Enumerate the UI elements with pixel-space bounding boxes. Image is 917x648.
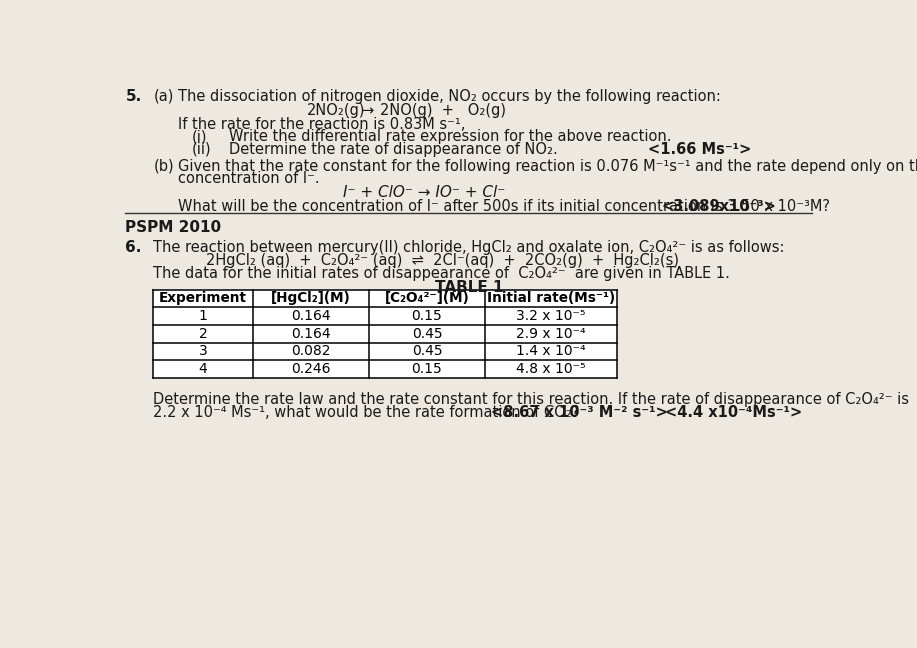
Text: [C₂O₄²⁻](M): [C₂O₄²⁻](M)	[384, 292, 470, 305]
Text: 2: 2	[199, 327, 207, 341]
Text: 2NO₂(g): 2NO₂(g)	[307, 103, 365, 118]
Text: 6.: 6.	[126, 240, 142, 255]
Text: Given that the rate constant for the following reaction is 0.076 M⁻¹s⁻¹ and the : Given that the rate constant for the fol…	[178, 159, 917, 174]
Text: 3: 3	[199, 345, 207, 358]
Text: (ii): (ii)	[193, 142, 212, 157]
Text: 2NO(g)  +   O₂(g): 2NO(g) + O₂(g)	[380, 103, 505, 118]
Text: The dissociation of nitrogen dioxide, NO₂ occurs by the following reaction:: The dissociation of nitrogen dioxide, NO…	[178, 89, 721, 104]
Text: 0.164: 0.164	[291, 309, 330, 323]
Text: (b): (b)	[153, 159, 174, 174]
Text: 3.2 x 10⁻⁵: 3.2 x 10⁻⁵	[516, 309, 586, 323]
Text: <4.4 x10⁻⁴Ms⁻¹>: <4.4 x10⁻⁴Ms⁻¹>	[665, 405, 802, 420]
Text: 0.15: 0.15	[412, 362, 442, 376]
Text: Experiment: Experiment	[159, 292, 247, 305]
Text: I⁻ + ClO⁻ → IO⁻ + Cl⁻: I⁻ + ClO⁻ → IO⁻ + Cl⁻	[343, 185, 505, 200]
Text: 0.45: 0.45	[412, 345, 442, 358]
Text: Write the differential rate expression for the above reaction.: Write the differential rate expression f…	[229, 130, 672, 145]
Text: <1.66 Ms⁻¹>: <1.66 Ms⁻¹>	[647, 142, 751, 157]
Text: 0.45: 0.45	[412, 327, 442, 341]
Text: 2.2 x 10⁻⁴ Ms⁻¹, what would be the rate formation of CO₂?: 2.2 x 10⁻⁴ Ms⁻¹, what would be the rate …	[153, 405, 580, 420]
Text: What will be the concentration of I⁻ after 500s if its initial concentration is : What will be the concentration of I⁻ aft…	[178, 199, 830, 214]
Text: →: →	[361, 103, 373, 118]
Text: (i): (i)	[193, 130, 207, 145]
Text: Determine the rate law and the rate constant for this reaction. If the rate of d: Determine the rate law and the rate cons…	[153, 392, 910, 407]
Text: Initial rate(Ms⁻¹): Initial rate(Ms⁻¹)	[487, 292, 615, 305]
Text: 1: 1	[199, 309, 207, 323]
Text: 0.15: 0.15	[412, 309, 442, 323]
Text: The reaction between mercury(II) chloride, HgCl₂ and oxalate ion, C₂O₄²⁻ is as f: The reaction between mercury(II) chlorid…	[153, 240, 785, 255]
Text: PSPM 2010: PSPM 2010	[126, 220, 222, 235]
Text: 4.8 x 10⁻⁵: 4.8 x 10⁻⁵	[516, 362, 586, 376]
Text: <3.089x10⁻³>: <3.089x10⁻³>	[662, 199, 777, 214]
Text: <8.67 x 10⁻³ M⁻² s⁻¹>: <8.67 x 10⁻³ M⁻² s⁻¹>	[492, 405, 668, 420]
Text: 0.082: 0.082	[291, 345, 330, 358]
Text: The data for the initial rates of disappearance of  C₂O₄²⁻  are given in TABLE 1: The data for the initial rates of disapp…	[153, 266, 730, 281]
Text: (a): (a)	[153, 89, 173, 104]
Text: [HgCl₂](M): [HgCl₂](M)	[271, 292, 350, 305]
Text: 5.: 5.	[126, 89, 142, 104]
Text: If the rate for the reaction is 0.83M s⁻¹,: If the rate for the reaction is 0.83M s⁻…	[178, 117, 466, 132]
Text: TABLE 1: TABLE 1	[436, 279, 503, 294]
Text: 1.4 x 10⁻⁴: 1.4 x 10⁻⁴	[516, 345, 586, 358]
Text: 2HgCl₂ (aq)  +  C₂O₄²⁻ (aq)  ⇌  2Cl⁻(aq)  +  2CO₂(g)  +  Hg₂Cl₂(s): 2HgCl₂ (aq) + C₂O₄²⁻ (aq) ⇌ 2Cl⁻(aq) + 2…	[206, 253, 679, 268]
Bar	[153, 290, 617, 378]
Text: 0.164: 0.164	[291, 327, 330, 341]
Text: concentration of I⁻.: concentration of I⁻.	[178, 171, 320, 186]
Text: 4: 4	[199, 362, 207, 376]
Text: Determine the rate of disappearance of NO₂.: Determine the rate of disappearance of N…	[229, 142, 558, 157]
Text: 2.9 x 10⁻⁴: 2.9 x 10⁻⁴	[516, 327, 586, 341]
Text: 0.246: 0.246	[291, 362, 330, 376]
